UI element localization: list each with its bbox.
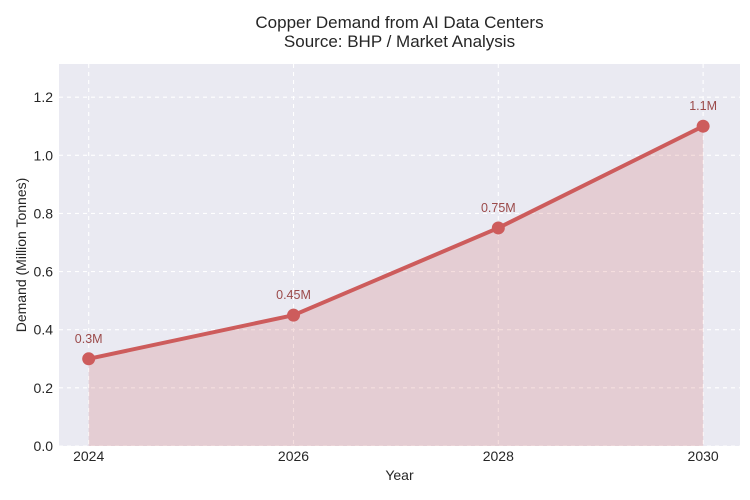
point-label-2028: 0.75M [481,201,516,215]
x-tick-label: 2024 [73,448,104,464]
y-tick-label: 0.8 [34,205,54,221]
area-fill [88,126,704,447]
x-tick-label: 2030 [688,448,719,464]
chart-title-line1: Copper Demand from AI Data Centers [255,13,544,32]
x-axis-label: Year [385,467,414,483]
data-point-2024 [82,352,96,366]
y-tick-label: 1.2 [34,89,54,105]
demand-line [86,124,706,361]
data-point-2028 [491,221,505,235]
y-tick-label: 0.6 [34,264,54,280]
chart-title: Copper Demand from AI Data Centers Sourc… [59,13,740,51]
point-label-2026: 0.45M [276,288,311,302]
data-point-2030 [696,119,710,133]
y-tick-label: 0.0 [34,438,54,454]
x-tick-label: 2026 [278,448,309,464]
point-label-2024: 0.3M [75,332,103,346]
plot-background [59,64,740,446]
y-tick-label: 0.4 [34,322,54,338]
y-tick-label: 1.0 [34,147,54,163]
point-label-2030: 1.1M [689,99,717,113]
chart-subtitle: Source: BHP / Market Analysis [283,32,516,51]
y-tick-label: 0.2 [34,380,54,396]
data-point-2026 [287,308,301,322]
x-tick-label: 2028 [483,448,514,464]
